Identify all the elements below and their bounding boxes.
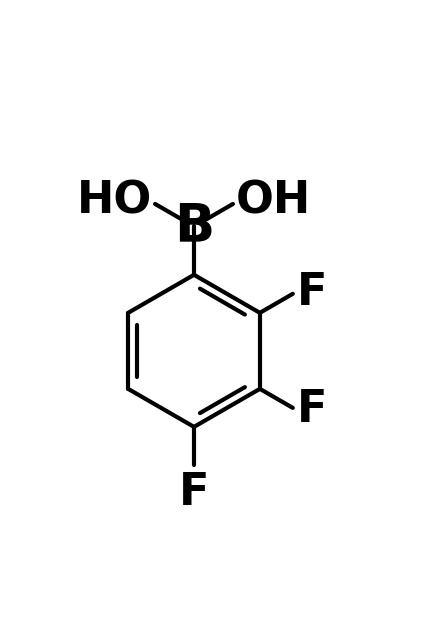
Text: B: B <box>174 200 214 252</box>
Text: F: F <box>179 471 209 514</box>
Text: F: F <box>297 271 328 314</box>
Text: F: F <box>297 388 328 431</box>
Text: OH: OH <box>235 180 311 223</box>
Text: HO: HO <box>77 180 153 223</box>
